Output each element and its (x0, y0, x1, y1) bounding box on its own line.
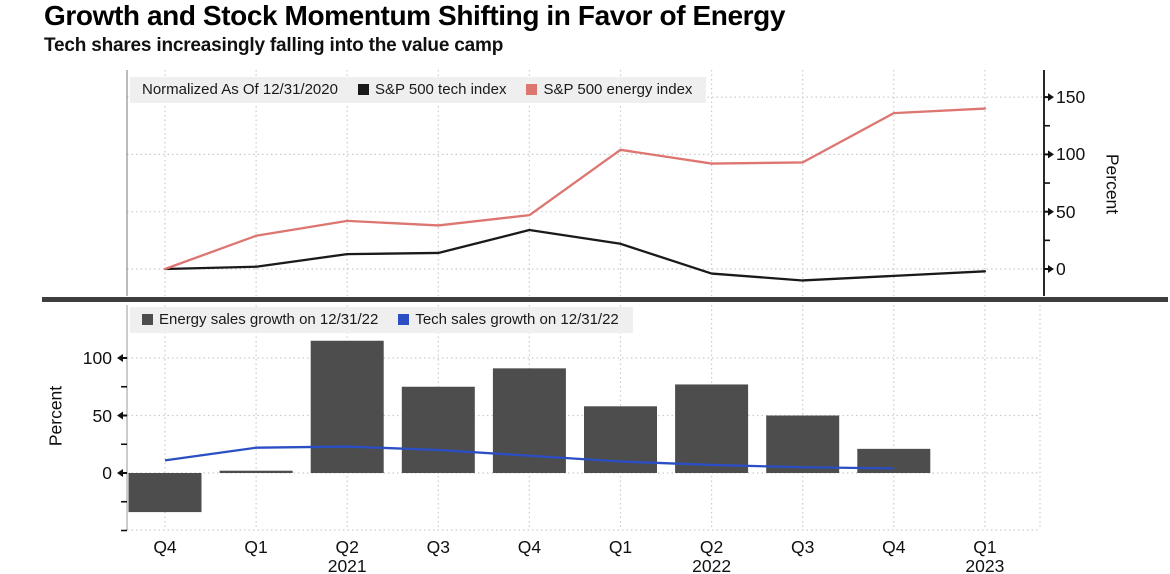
x-tick-label: Q1 (973, 537, 997, 557)
bottom-y-tick-arrow-icon (117, 354, 123, 362)
top-y-tick-arrow-icon (1048, 93, 1054, 102)
bottom-chart-legend: Energy sales growth on 12/31/22 Tech sal… (130, 307, 633, 333)
energy-sales-bar (857, 448, 931, 473)
x-tick-label: Q2 (335, 537, 359, 557)
top-y-tick-label: 100 (1056, 144, 1086, 165)
x-year-label: 2021 (327, 556, 367, 574)
legend-label-energy-index: S&P 500 energy index (543, 81, 693, 98)
legend-label-energy-sales: Energy sales growth on 12/31/22 (159, 311, 379, 328)
x-tick-label: Q4 (882, 537, 906, 557)
energy-sales-bar (766, 415, 840, 473)
bottom-y-tick-label: 0 (102, 463, 112, 483)
top-y-tick-label: 50 (1056, 201, 1076, 222)
x-tick-label: Q1 (608, 537, 633, 557)
page-subtitle: Tech shares increasingly falling into th… (44, 35, 504, 56)
page-title: Growth and Stock Momentum Shifting in Fa… (44, 0, 786, 31)
normalization-note: Normalized As Of 12/31/2020 (142, 81, 338, 98)
tech-index-marker-icon (357, 84, 369, 95)
energy-index-marker-icon (526, 84, 538, 95)
energy-sales-bar (675, 384, 749, 473)
x-tick-label: Q1 (244, 537, 268, 557)
legend-item-tech-index: S&P 500 tech index (357, 81, 507, 98)
top-y-tick-arrow-icon (1048, 207, 1054, 216)
bottom-y-tick-label: 50 (92, 405, 112, 426)
legend-label-tech-index: S&P 500 tech index (374, 81, 507, 98)
bottom-y-tick-label: 100 (82, 348, 112, 368)
energy-index-line (163, 107, 987, 271)
x-tick-label: Q4 (153, 537, 177, 557)
energy-sales-marker-icon (142, 314, 153, 325)
x-tick-label: Q3 (426, 537, 450, 557)
legend-item-tech-sales: Tech sales growth on 12/31/22 (398, 311, 619, 328)
top-y-tick-arrow-icon (1048, 150, 1054, 159)
legend-label-tech-sales: Tech sales growth on 12/31/22 (415, 311, 619, 328)
top-y-tick-label: 0 (1056, 259, 1066, 279)
energy-sales-bar (401, 386, 475, 473)
panel-separator (42, 297, 1168, 302)
energy-sales-bar (310, 340, 384, 473)
x-tick-label: Q4 (517, 537, 542, 557)
tech-sales-marker-icon (398, 314, 410, 325)
energy-sales-bar (219, 470, 293, 473)
x-year-label: 2023 (965, 556, 1005, 574)
top-chart-legend: Normalized As Of 12/31/2020 S&P 500 tech… (130, 77, 707, 103)
x-tick-label: Q3 (791, 537, 815, 557)
legend-item-energy-index: S&P 500 energy index (526, 81, 692, 98)
x-year-label: 2022 (692, 556, 732, 574)
bottom-y-tick-arrow-icon (117, 411, 123, 420)
legend-item-energy-sales: Energy sales growth on 12/31/22 (142, 311, 378, 328)
top-y-axis-title: Percent (1102, 153, 1123, 215)
top-y-tick-arrow-icon (1048, 265, 1054, 273)
top-y-tick-label: 150 (1056, 87, 1086, 108)
tech-sales-line (164, 445, 894, 470)
bottom-y-tick-arrow-icon (117, 469, 123, 477)
tech-index-line (163, 228, 987, 282)
x-tick-label: Q2 (699, 537, 724, 557)
energy-sales-bar (128, 473, 202, 513)
